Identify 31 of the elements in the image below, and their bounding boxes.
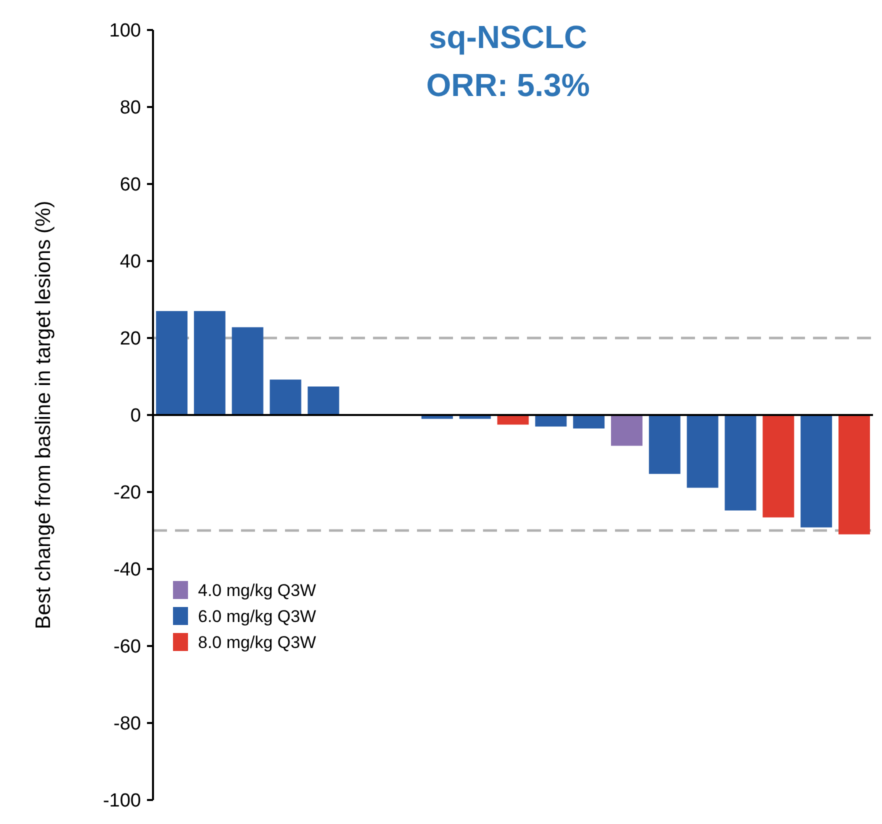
y-tick-label: -100: [102, 790, 141, 812]
bar: [194, 311, 226, 415]
legend-label: 4.0 mg/kg Q3W: [198, 580, 316, 600]
bar: [232, 327, 264, 415]
bar: [762, 415, 794, 518]
text: ORR: 5.3%: [426, 67, 590, 103]
bar: [535, 415, 567, 427]
bar: [573, 415, 605, 428]
y-tick-label: -40: [114, 560, 141, 581]
legend-label: 6.0 mg/kg Q3W: [198, 606, 316, 626]
y-tick-label: -20: [114, 482, 141, 504]
bar: [270, 380, 302, 415]
y-tick-label: 0: [130, 406, 141, 427]
bar: [686, 415, 718, 488]
bar: [308, 386, 340, 415]
y-tick-label: 40: [120, 252, 141, 273]
y-axis-title: Best change from basline in target lesions (%): [32, 200, 55, 630]
legend-label: 8.0 mg/kg Q3W: [198, 632, 316, 652]
bar: [648, 415, 680, 474]
bar: [800, 415, 832, 528]
bar: [156, 311, 188, 415]
y-tick-label: -80: [114, 714, 141, 735]
bar: [724, 415, 756, 510]
y-tick-label: 20: [120, 328, 141, 350]
y-tick-label: 60: [120, 174, 141, 196]
bar: [611, 415, 642, 446]
bar: [838, 415, 870, 534]
y-tick-label: 100: [109, 20, 141, 42]
chart-title: sq-NSCLC: [428, 19, 588, 55]
y-tick-label: -60: [114, 636, 141, 658]
y-tick-label: 80: [120, 98, 141, 119]
